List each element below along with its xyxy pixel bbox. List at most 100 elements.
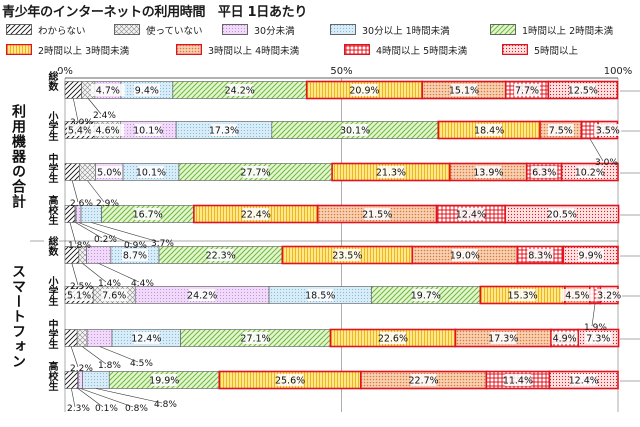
- label-leader: [95, 388, 163, 404]
- data-label: 19.9%: [149, 376, 179, 387]
- data-label: 22.7%: [409, 376, 439, 387]
- legend-item: 1時間以上 2時間未満: [490, 22, 613, 37]
- legend-label: 30分未満: [254, 25, 295, 37]
- label-leader: [75, 222, 103, 239]
- legend-label: 2時間以上 3時間未満: [38, 45, 130, 57]
- data-label: 3.7%: [151, 239, 174, 249]
- legend-swatch: [222, 24, 248, 35]
- data-label-bg: [134, 208, 161, 220]
- data-label: 21.3%: [376, 168, 406, 179]
- bar-segment: [86, 329, 113, 347]
- label-leader: [71, 180, 79, 203]
- category-label: 小学生: [44, 111, 59, 141]
- bar-segment: [77, 371, 83, 389]
- label-leader: [80, 388, 134, 408]
- legend-item: 使っていない: [114, 22, 203, 37]
- legend-label: わからない: [38, 25, 86, 37]
- data-label: 9.4%: [135, 86, 159, 97]
- data-label: 24.2%: [187, 291, 217, 302]
- data-label: 3.5%: [596, 126, 620, 137]
- data-label: 18.4%: [474, 126, 504, 137]
- data-label: 12.4%: [456, 210, 486, 221]
- data-label-bg: [242, 166, 269, 178]
- data-label-bg: [531, 166, 558, 178]
- legend-swatch: [490, 24, 516, 35]
- legend-swatch: [6, 44, 32, 55]
- legend-item: 2時間以上 3時間未満: [6, 42, 129, 57]
- data-label-bg: [121, 249, 148, 261]
- data-label: 1.4%: [98, 279, 121, 289]
- data-label: 10.1%: [136, 168, 166, 179]
- data-label: 4.9%: [553, 334, 577, 345]
- data-label: 27.1%: [240, 334, 270, 345]
- data-label: 8.3%: [528, 251, 552, 262]
- bar-segment: [64, 329, 78, 347]
- legend-item: 30分未満: [222, 22, 295, 37]
- data-label: 1.8%: [68, 241, 91, 251]
- data-label-bg: [577, 249, 604, 261]
- legend-item: 30分以上 1時間未満: [330, 22, 450, 37]
- data-label: 10.1%: [133, 126, 163, 137]
- data-label: 5.0%: [97, 168, 121, 179]
- data-label: 1.9%: [584, 323, 607, 333]
- label-leader: [98, 263, 140, 283]
- data-label-bg: [189, 289, 216, 301]
- data-label-bg: [96, 166, 123, 178]
- label-leader: [81, 346, 107, 365]
- legend-label: 5時間以上: [534, 45, 579, 57]
- data-label: 15.3%: [508, 291, 538, 302]
- bar-segment: [76, 329, 88, 347]
- label-leader: [69, 222, 77, 245]
- data-label-bg: [207, 249, 234, 261]
- legend-label: 4時間以上 5時間未満: [376, 45, 468, 57]
- data-label-bg: [547, 124, 574, 136]
- data-label: 2.4%: [93, 111, 116, 121]
- data-label-bg: [596, 289, 622, 301]
- data-label-bg: [412, 289, 439, 301]
- data-label-bg: [307, 289, 334, 301]
- legend-swatch: [176, 44, 202, 55]
- data-label-bg: [527, 249, 554, 261]
- data-label: 20.9%: [349, 86, 379, 97]
- category-label: 総数: [44, 71, 59, 91]
- data-label: 0.1%: [95, 404, 118, 414]
- label-leader: [91, 222, 160, 243]
- data-label: 4.7%: [96, 86, 120, 97]
- data-label-bg: [342, 124, 369, 136]
- legend-label: 30分以上 1時間未満: [362, 25, 450, 37]
- x-axis: 0% 50% 100%: [30, 66, 640, 412]
- data-label: 7.6%: [102, 291, 126, 302]
- data-label-bg: [242, 208, 269, 220]
- x-tick-label: 100%: [604, 66, 633, 77]
- data-label-bg: [548, 208, 575, 220]
- data-label: 3.2%: [597, 291, 621, 302]
- data-label-bg: [66, 124, 93, 136]
- data-label-bg: [551, 332, 578, 344]
- data-label: 18.5%: [305, 291, 335, 302]
- data-label: 2.2%: [70, 364, 93, 374]
- data-label: 12.4%: [569, 376, 599, 387]
- x-tick-label: 0%: [57, 66, 73, 77]
- bar-segment: [64, 81, 82, 99]
- data-label: 15.1%: [449, 86, 479, 97]
- data-label-bg: [151, 374, 178, 386]
- legend-item: 5時間以上: [502, 42, 578, 57]
- label-leader: [82, 263, 107, 283]
- category-label: 総数: [44, 236, 59, 256]
- label-leader: [71, 388, 76, 408]
- data-label: 0.2%: [94, 235, 117, 245]
- category-label: 小学生: [44, 276, 59, 306]
- category-label: 高校生: [44, 361, 59, 391]
- data-label: 9.9%: [579, 251, 603, 262]
- legend-swatch: [114, 24, 140, 35]
- data-label-bg: [351, 84, 378, 96]
- data-label-bg: [570, 374, 597, 386]
- data-label: 11.4%: [503, 376, 533, 387]
- data-label-bg: [66, 289, 93, 301]
- data-label-bg: [576, 166, 603, 178]
- data-label: 12.4%: [131, 334, 161, 345]
- data-label: 5.4%: [68, 126, 92, 137]
- data-label: 8.7%: [123, 251, 147, 262]
- data-label-bg: [135, 124, 162, 136]
- data-label-bg: [560, 289, 594, 301]
